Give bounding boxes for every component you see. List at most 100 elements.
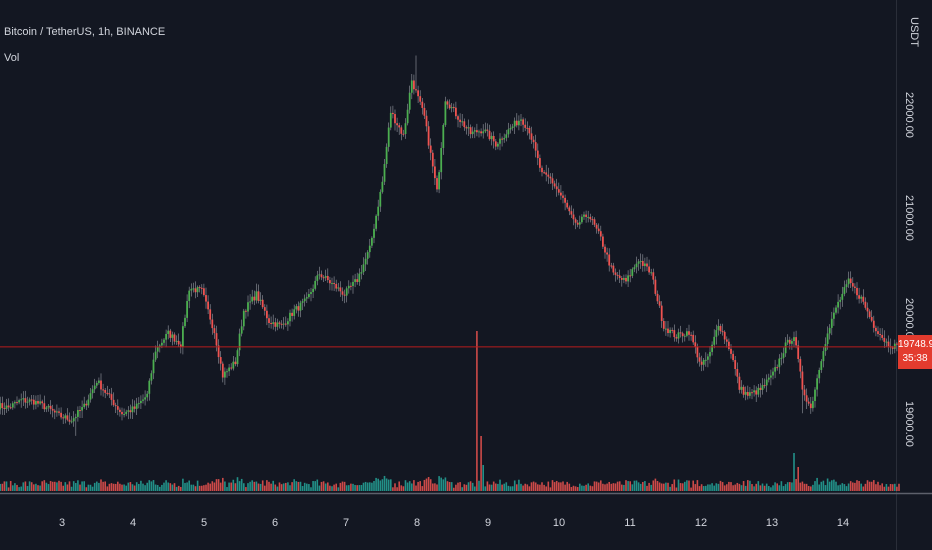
volume-bar — [226, 487, 228, 491]
volume-bar — [547, 481, 550, 491]
volume-bar — [812, 484, 814, 491]
volume-bar — [864, 483, 867, 491]
candle-up — [377, 206, 380, 216]
candle-down — [106, 392, 109, 394]
candle-up — [368, 245, 371, 253]
volume-bar — [390, 479, 392, 491]
volume-bar — [79, 484, 81, 491]
volume-bar — [581, 485, 583, 491]
volume-bar — [887, 486, 890, 491]
volume-bar — [436, 484, 438, 491]
candle-down — [746, 391, 749, 396]
volume-bar — [425, 478, 428, 491]
volume-bar — [127, 482, 130, 491]
candle-down — [205, 295, 207, 302]
candle-down — [429, 145, 432, 153]
volume-bar — [852, 482, 854, 491]
candle-up — [828, 327, 831, 334]
candle-down — [795, 337, 797, 346]
volume-bar — [896, 486, 898, 491]
x-tick-label: 5 — [201, 517, 207, 529]
volume-bar — [786, 482, 789, 491]
volume-bar — [16, 484, 18, 491]
volume-bar — [684, 481, 686, 491]
candle-up — [818, 370, 821, 379]
candle-up — [308, 294, 310, 298]
volume-bar — [656, 481, 659, 491]
candle-up — [26, 401, 29, 403]
volume-bar — [140, 480, 142, 491]
volume-bar — [537, 484, 539, 491]
candle-up — [14, 402, 16, 404]
volume-bar — [814, 481, 816, 491]
volume-bar — [757, 481, 760, 491]
candle-up — [20, 399, 23, 401]
volume-bar — [627, 481, 629, 491]
volume-bar — [314, 481, 316, 491]
volume-bar — [30, 482, 33, 491]
volume-bar — [432, 483, 434, 491]
volume-bar — [213, 482, 216, 491]
volume-bar — [282, 483, 285, 491]
candle-down — [557, 189, 560, 193]
candle-up — [715, 330, 718, 337]
candle-up — [282, 323, 285, 325]
volume-bar — [560, 482, 562, 491]
volume-bar — [194, 486, 197, 491]
volume-bar — [18, 487, 20, 491]
volume-bar — [616, 481, 619, 491]
candle-down — [629, 275, 632, 277]
candle-down — [610, 265, 613, 267]
candle-down — [872, 320, 875, 328]
volume-bar — [60, 481, 62, 491]
candle-down — [341, 291, 344, 295]
candle-down — [459, 119, 461, 122]
candle-down — [595, 224, 598, 229]
volume-bar — [791, 482, 793, 491]
volume-bar — [350, 483, 352, 491]
candle-up — [242, 310, 245, 327]
volume-bar — [835, 481, 837, 491]
candle-up — [255, 291, 258, 301]
volume-bar — [845, 486, 848, 491]
candle-up — [404, 123, 407, 134]
volume-bar — [530, 482, 533, 491]
candle-down — [788, 339, 791, 344]
volume-bar — [740, 485, 743, 491]
volume-bar — [180, 486, 182, 491]
volume-bar — [711, 483, 713, 491]
volume-bar — [375, 477, 377, 491]
volume-bar — [37, 485, 39, 491]
candle-down — [591, 219, 594, 221]
volume-bar — [72, 481, 75, 491]
candle-up — [623, 277, 625, 280]
volume-bar — [85, 487, 88, 491]
candle-up — [352, 281, 354, 287]
volume-bar — [51, 481, 54, 491]
volume-bar — [438, 476, 440, 491]
y-tick-label: 20000.00 — [903, 298, 915, 344]
candle-down — [667, 328, 669, 334]
volume-bar — [463, 484, 466, 491]
candle-up — [505, 134, 508, 138]
candle-up — [518, 120, 520, 126]
candle-down — [730, 348, 732, 354]
volume-bar — [12, 485, 14, 491]
volume-bar — [259, 483, 262, 491]
volume-bar — [47, 484, 50, 491]
volume-bar — [369, 482, 371, 491]
volume-bar — [373, 481, 375, 491]
candle-up — [337, 287, 340, 289]
candle-down — [394, 114, 396, 124]
candle-down — [589, 216, 592, 220]
candle-up — [389, 112, 392, 128]
candle-down — [257, 291, 260, 301]
candle-up — [467, 127, 470, 129]
volume-bar — [663, 483, 665, 491]
volume-bar — [400, 485, 403, 491]
volume-bar — [587, 483, 589, 491]
candle-up — [144, 397, 146, 400]
volume-bar — [759, 485, 762, 491]
candle-down — [864, 301, 867, 308]
